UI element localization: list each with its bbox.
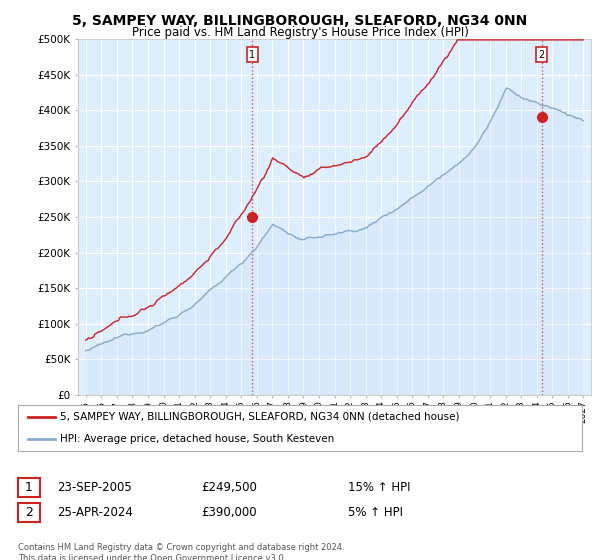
Text: 1: 1 <box>250 50 256 60</box>
Text: Price paid vs. HM Land Registry's House Price Index (HPI): Price paid vs. HM Land Registry's House … <box>131 26 469 39</box>
Text: 25-APR-2024: 25-APR-2024 <box>57 506 133 520</box>
Text: £249,500: £249,500 <box>201 481 257 494</box>
Text: 23-SEP-2005: 23-SEP-2005 <box>57 481 132 494</box>
Text: 5, SAMPEY WAY, BILLINGBOROUGH, SLEAFORD, NG34 0NN: 5, SAMPEY WAY, BILLINGBOROUGH, SLEAFORD,… <box>73 14 527 28</box>
Text: 1: 1 <box>25 481 33 494</box>
Text: HPI: Average price, detached house, South Kesteven: HPI: Average price, detached house, Sout… <box>60 434 335 444</box>
Text: £390,000: £390,000 <box>201 506 257 520</box>
Text: 2: 2 <box>25 506 33 520</box>
Text: 2: 2 <box>538 50 545 60</box>
Text: 15% ↑ HPI: 15% ↑ HPI <box>348 481 410 494</box>
Text: Contains HM Land Registry data © Crown copyright and database right 2024.
This d: Contains HM Land Registry data © Crown c… <box>18 543 344 560</box>
Text: 5% ↑ HPI: 5% ↑ HPI <box>348 506 403 520</box>
Text: 5, SAMPEY WAY, BILLINGBOROUGH, SLEAFORD, NG34 0NN (detached house): 5, SAMPEY WAY, BILLINGBOROUGH, SLEAFORD,… <box>60 412 460 422</box>
